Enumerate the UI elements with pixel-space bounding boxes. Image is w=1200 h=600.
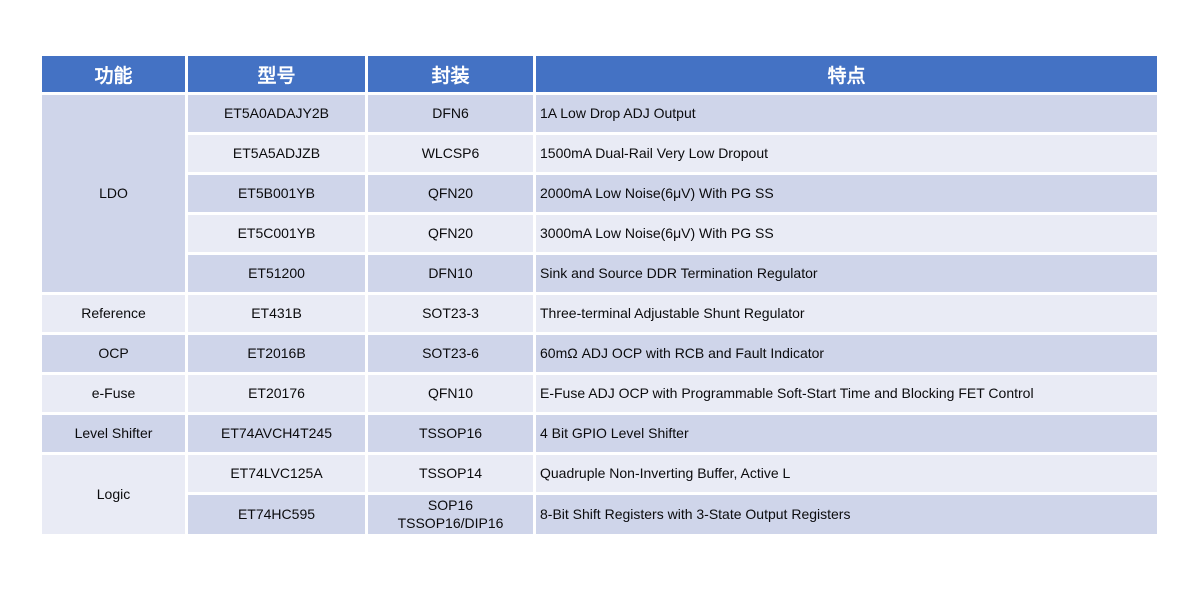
model-cell: ET5C001YB — [188, 215, 365, 252]
feature-cell: 4 Bit GPIO Level Shifter — [536, 415, 1157, 452]
function-cell: Level Shifter — [42, 415, 185, 452]
package-cell: SOT23-6 — [368, 335, 533, 372]
table-row: Reference ET431B SOT23-3 Three-terminal Adj… — [42, 295, 1157, 332]
table-row: OCP ET2016B SOT23-6 60mΩ ADJ OCP with RCB a… — [42, 335, 1157, 372]
package-cell: SOP16 TSSOP16/DIP16 — [368, 495, 533, 534]
model-cell: ET74HC595 — [188, 495, 365, 534]
feature-cell: 1A Low Drop ADJ Output — [536, 95, 1157, 132]
table-row: e-Fuse ET20176 QFN10 E-Fuse ADJ OCP with Pr… — [42, 375, 1157, 412]
model-cell: ET20176 — [188, 375, 365, 412]
feature-cell: E-Fuse ADJ OCP with Programmable Soft-St… — [536, 375, 1157, 412]
header-function: 功能 — [42, 56, 185, 92]
function-cell: LDO — [42, 95, 185, 292]
package-cell: TSSOP14 — [368, 455, 533, 492]
function-cell: OCP — [42, 335, 185, 372]
package-cell: WLCSP6 — [368, 135, 533, 172]
feature-cell: 8-Bit Shift Registers with 3-State Outpu… — [536, 495, 1157, 534]
package-cell: TSSOP16 — [368, 415, 533, 452]
feature-cell: 60mΩ ADJ OCP with RCB and Fault Indicato… — [536, 335, 1157, 372]
function-cell: Logic — [42, 455, 185, 534]
function-cell: e-Fuse — [42, 375, 185, 412]
feature-cell: 3000mA Low Noise(6μV) With PG SS — [536, 215, 1157, 252]
function-cell: Reference — [42, 295, 185, 332]
model-cell: ET51200 — [188, 255, 365, 292]
package-cell: DFN6 — [368, 95, 533, 132]
header-row: 功能 型号 封装 特点 — [42, 56, 1157, 92]
feature-cell: Three-terminal Adjustable Shunt Regulato… — [536, 295, 1157, 332]
product-table: 功能 型号 封装 特点 LDO ET5A0ADAJY2B DFN6 1A Low Dr… — [39, 53, 1160, 537]
table-row: ET74HC595 SOP16 TSSOP16/DIP16 8-Bit Shift … — [42, 495, 1157, 534]
model-cell: ET5A0ADAJY2B — [188, 95, 365, 132]
package-cell: QFN10 — [368, 375, 533, 412]
table-row: Level Shifter ET74AVCH4T245 TSSOP16 4 Bit G… — [42, 415, 1157, 452]
feature-cell: Quadruple Non-Inverting Buffer, Active L — [536, 455, 1157, 492]
model-cell: ET74LVC125A — [188, 455, 365, 492]
model-cell: ET5A5ADJZB — [188, 135, 365, 172]
table-row: ET5A5ADJZB WLCSP6 1500mA Dual-Rail Very Lo… — [42, 135, 1157, 172]
feature-cell: Sink and Source DDR Termination Regulato… — [536, 255, 1157, 292]
package-cell: SOT23-3 — [368, 295, 533, 332]
feature-cell: 1500mA Dual-Rail Very Low Dropout — [536, 135, 1157, 172]
model-cell: ET2016B — [188, 335, 365, 372]
table-row: ET5C001YB QFN20 3000mA Low Noise(6μV) With… — [42, 215, 1157, 252]
feature-cell: 2000mA Low Noise(6μV) With PG SS — [536, 175, 1157, 212]
header-features: 特点 — [536, 56, 1157, 92]
model-cell: ET5B001YB — [188, 175, 365, 212]
product-table-body: LDO ET5A0ADAJY2B DFN6 1A Low Drop ADJ Outpu… — [42, 95, 1157, 534]
package-cell: QFN20 — [368, 175, 533, 212]
package-cell: DFN10 — [368, 255, 533, 292]
table-row: Logic ET74LVC125A TSSOP14 Quadruple Non-Inv… — [42, 455, 1157, 534]
model-cell: ET74AVCH4T245 — [188, 415, 365, 452]
header-package: 封装 — [368, 56, 533, 92]
header-model: 型号 — [188, 56, 365, 92]
table-row: ET51200 DFN10 Sink and Source DDR Terminat… — [42, 255, 1157, 292]
table-row: ET5B001YB QFN20 2000mA Low Noise(6μV) With… — [42, 175, 1157, 212]
model-cell: ET431B — [188, 295, 365, 332]
table-row: LDO ET5A0ADAJY2B DFN6 1A Low Drop ADJ Outpu… — [42, 95, 1157, 292]
package-cell: QFN20 — [368, 215, 533, 252]
